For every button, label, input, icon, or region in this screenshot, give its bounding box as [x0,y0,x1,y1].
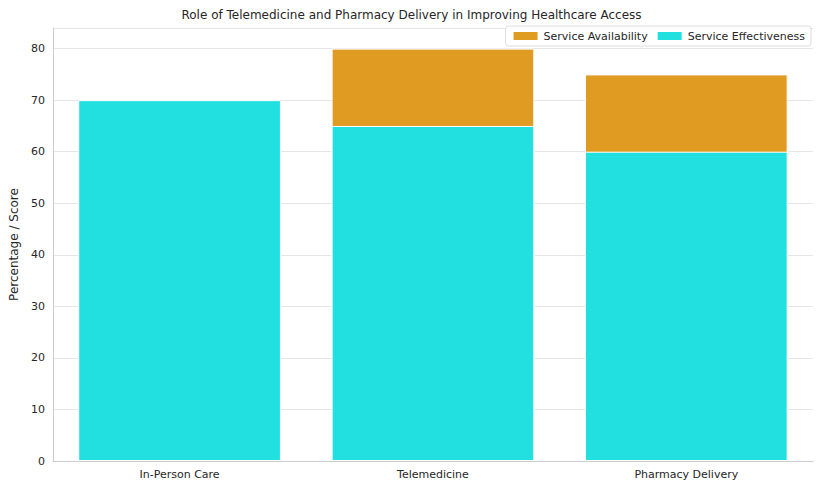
svg-text:Telemedicine: Telemedicine [396,468,469,481]
svg-text:70: 70 [31,94,45,107]
svg-text:60: 60 [31,145,45,158]
svg-text:Role of Telemedicine and Pharm: Role of Telemedicine and Pharmacy Delive… [181,8,641,22]
svg-text:40: 40 [31,248,45,261]
svg-text:In-Person Care: In-Person Care [140,468,220,481]
svg-text:Pharmacy Delivery: Pharmacy Delivery [634,468,738,481]
svg-text:80: 80 [31,42,45,55]
svg-text:Service Availability: Service Availability [544,30,649,43]
svg-text:0: 0 [38,455,45,468]
svg-text:50: 50 [31,197,45,210]
svg-text:Service Effectiveness: Service Effectiveness [688,30,806,43]
svg-text:20: 20 [31,351,45,364]
svg-text:Percentage / Score: Percentage / Score [7,188,21,301]
svg-text:10: 10 [31,403,45,416]
svg-text:30: 30 [31,300,45,313]
